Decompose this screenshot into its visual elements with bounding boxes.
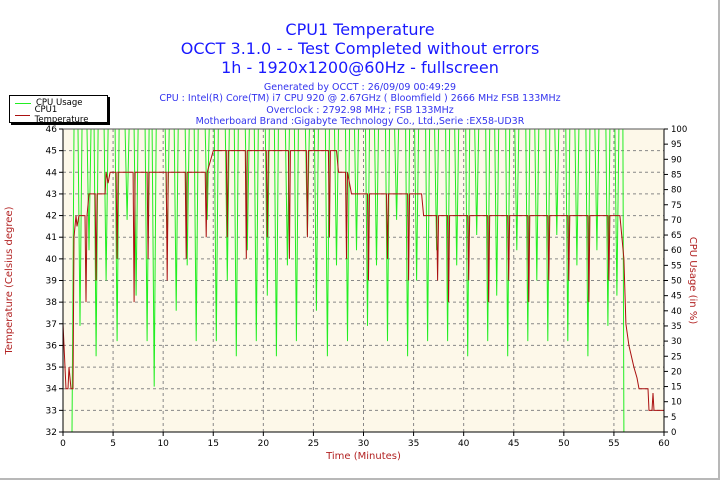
y-tick-label: 46 [46, 125, 58, 135]
y2-tick-label: 60 [671, 246, 682, 256]
legend-swatch [15, 114, 30, 116]
y-axis-label: Temperature (Celsius degree) [4, 206, 15, 355]
chart-title: CPU1 Temperature [285, 20, 435, 39]
y2-tick-label: 75 [671, 201, 682, 211]
x-tick-label: 30 [358, 439, 370, 449]
y2-tick-label: 40 [671, 307, 682, 317]
y-tick-label: 40 [46, 255, 58, 265]
y2-tick-label: 80 [671, 186, 682, 196]
x-tick-label: 40 [458, 439, 470, 449]
x-tick-label: 15 [208, 439, 219, 449]
y2-tick-label: 85 [671, 170, 682, 180]
x-tick-label: 35 [408, 439, 419, 449]
legend-item-temperature: CPU1 Temperature [15, 105, 107, 125]
y2-tick-label: 50 [671, 277, 682, 287]
legend-label: CPU Usage [36, 98, 83, 108]
y-tick-label: 43 [46, 190, 57, 200]
info-generated: Generated by OCCT : 26/09/09 00:49:29 [263, 82, 457, 93]
y2-tick-label: 20 [671, 367, 682, 377]
y2-tick-label: 55 [671, 261, 682, 271]
y-tick-label: 45 [46, 147, 57, 157]
y-tick-label: 44 [46, 168, 58, 178]
x-tick-label: 20 [258, 439, 270, 449]
x-tick-label: 5 [110, 439, 116, 449]
y2-tick-label: 70 [671, 216, 682, 226]
y2-tick-label: 5 [671, 413, 676, 423]
y2-tick-label: 25 [671, 352, 682, 362]
x-tick-label: 60 [658, 439, 670, 449]
x-tick-label: 50 [558, 439, 570, 449]
y-tick-label: 32 [46, 428, 57, 438]
x-axis-label: Time (Minutes) [325, 451, 401, 462]
x-tick-label: 10 [157, 439, 169, 449]
chart-subtitle: OCCT 3.1.0 - - Test Completed without er… [180, 39, 540, 58]
y2-tick-label: 30 [671, 337, 682, 347]
info-cpu: CPU : Intel(R) Core(TM) i7 CPU 920 @ 2.6… [159, 93, 561, 104]
y2-tick-label: 65 [671, 231, 682, 241]
x-tick-label: 0 [60, 439, 66, 449]
y2-tick-label: 45 [671, 292, 682, 302]
y2-tick-label: 10 [671, 398, 682, 408]
x-tick-label: 45 [508, 439, 519, 449]
legend-swatch [15, 102, 31, 104]
x-tick-label: 25 [308, 439, 319, 449]
y2-tick-label: 15 [671, 383, 682, 393]
y-tick-label: 39 [46, 277, 58, 287]
y-tick-label: 41 [46, 233, 57, 243]
x-tick-label: 55 [608, 439, 619, 449]
y-tick-label: 34 [46, 385, 58, 395]
y-tick-label: 36 [46, 341, 58, 351]
y2-tick-label: 95 [671, 140, 682, 150]
legend-item-usage: CPU Usage [15, 97, 82, 109]
legend: CPU Usage CPU1 Temperature [9, 95, 108, 125]
legend-label: CPU1 Temperature [34, 105, 89, 125]
usage-series-line [63, 128, 664, 433]
y2-axis-label: CPU Usage (in %) [687, 237, 698, 325]
chart-subtitle-2: 1h - 1920x1200@60Hz - fullscreen [221, 58, 499, 77]
y2-tick-label: 90 [671, 155, 682, 165]
temperature-series-line [62, 150, 664, 411]
y-tick-label: 38 [46, 298, 58, 308]
info-overclock: Overclock : 2792.98 MHz ; FSB 133MHz [266, 105, 454, 116]
y2-tick-label: 35 [671, 322, 682, 332]
y-tick-label: 33 [46, 406, 57, 416]
info-motherboard: Motherboard Brand :Gigabyte Technology C… [195, 116, 525, 127]
y2-tick-label: 0 [671, 428, 676, 438]
y-tick-label: 35 [46, 363, 57, 373]
y-tick-label: 42 [46, 212, 57, 222]
y-tick-label: 37 [46, 320, 57, 330]
y2-tick-label: 100 [671, 125, 687, 135]
